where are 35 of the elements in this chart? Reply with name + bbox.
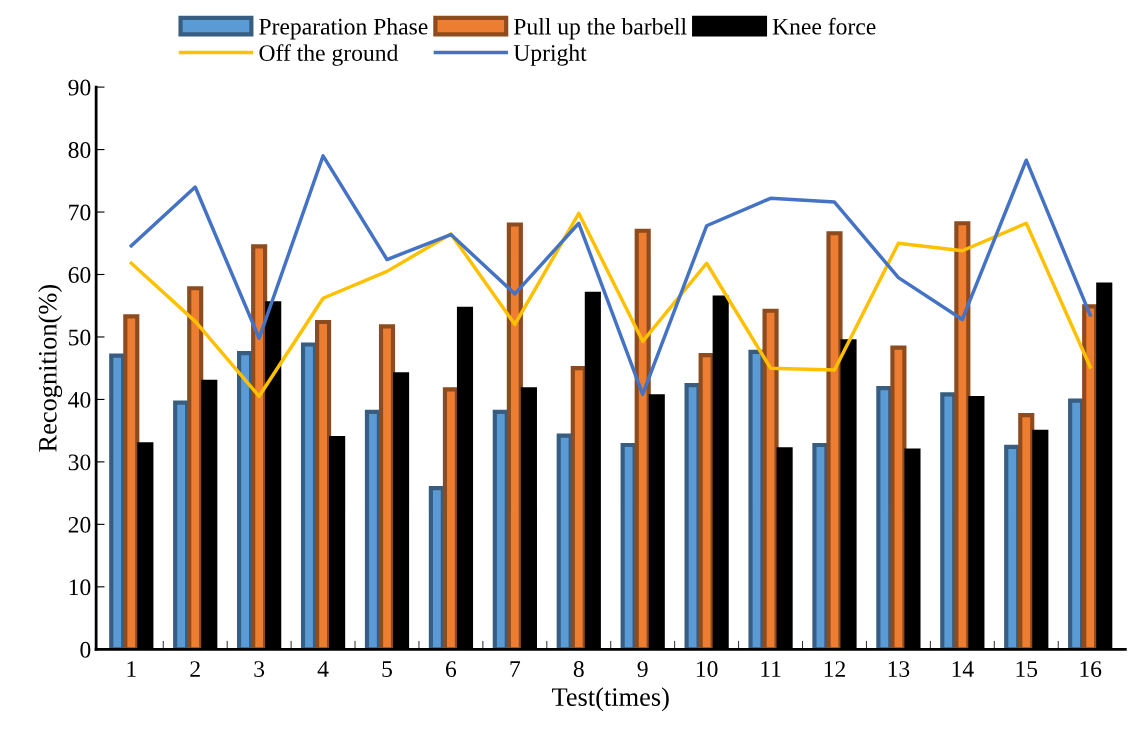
- x-tick-label: 5: [382, 661, 392, 678]
- x-tick-label: 15: [1016, 661, 1038, 678]
- y-tick-label: 90: [68, 79, 91, 96]
- y-tick-label: 80: [68, 142, 91, 158]
- x-tick-label: 3: [254, 661, 265, 678]
- legend-label: Preparation Phase: [259, 18, 428, 40]
- x-tick-label: 11: [761, 661, 781, 677]
- x-tick-label: 9: [637, 661, 648, 678]
- line-series: [129, 211, 1092, 399]
- y-tick-label: 60: [68, 266, 91, 283]
- x-tick-label: 2: [190, 661, 200, 677]
- y-tick-label: 0: [80, 641, 91, 658]
- y-tick-label: 10: [69, 579, 91, 596]
- x-tick-label: 10: [696, 661, 718, 678]
- x-axis-title: Test(times): [552, 687, 669, 712]
- y-tick-label: 50: [69, 329, 91, 346]
- x-tick-label: 13: [888, 661, 910, 678]
- x-tick-label: 16: [1080, 661, 1102, 678]
- y-tick-label: 70: [69, 204, 91, 221]
- y-tick-label: 30: [68, 454, 91, 471]
- y-tick-label: 20: [68, 516, 91, 533]
- x-tick-label: 6: [446, 661, 457, 678]
- x-tick-label: 8: [573, 661, 584, 678]
- y-axis-title: Recognition(%): [38, 285, 63, 452]
- x-tick-label: 4: [317, 661, 329, 677]
- y-tick-label: 40: [68, 391, 91, 408]
- legend-label: Pull up the barbell: [513, 18, 687, 40]
- legend-label: Off the ground: [259, 44, 399, 66]
- line-series: [129, 154, 1092, 397]
- legend-label: Knee force: [772, 17, 876, 35]
- legend-label: Upright: [513, 44, 587, 66]
- x-tick-label: 1: [127, 661, 136, 677]
- x-tick-label: 14: [952, 661, 974, 677]
- x-tick-label: 12: [824, 661, 845, 677]
- x-tick-label: 7: [510, 661, 521, 677]
